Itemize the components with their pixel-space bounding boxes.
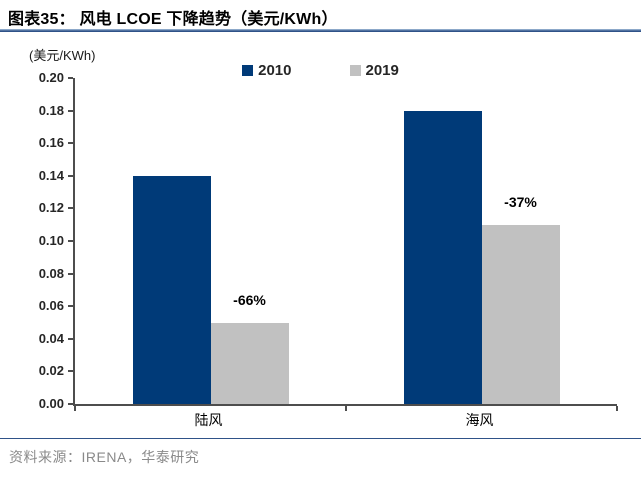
y-axis-tick — [68, 109, 73, 112]
chart-legend: 2010 2019 — [0, 61, 641, 79]
y-axis-tick — [68, 370, 73, 373]
y-axis-tick-label: 0.00 — [38, 396, 64, 411]
x-axis-tick — [74, 406, 76, 411]
x-axis-category-label: 陆风 — [194, 412, 223, 428]
y-axis-unit-label: (美元/KWh) — [29, 48, 96, 63]
y-axis-tick — [68, 305, 73, 308]
change-label-陆风: -66% — [233, 291, 266, 308]
y-axis-tick — [68, 337, 73, 340]
y-axis-tick — [68, 174, 73, 177]
y-axis-tick-label: 0.08 — [38, 265, 64, 281]
legend-label: 2019 — [365, 61, 399, 79]
legend-swatch-2019 — [349, 64, 361, 76]
bar-陆风-2010 — [132, 175, 211, 404]
y-axis-tick-label: 0.14 — [38, 167, 64, 183]
source-text: 资料来源：IRENA，华泰研究 — [9, 449, 200, 465]
title-underline — [0, 29, 641, 32]
x-axis-tick — [345, 406, 347, 411]
y-axis-tick-label: 0.18 — [38, 102, 64, 118]
bar-陆风-2019 — [210, 322, 289, 404]
y-axis-tick — [68, 142, 73, 145]
bar-海风-2019 — [481, 224, 560, 404]
chart-title: 图表35： 风电 LCOE 下降趋势（美元/KWh） — [8, 11, 338, 28]
legend-label: 2010 — [258, 61, 292, 79]
y-axis-tick — [68, 403, 73, 405]
x-axis-category-label: 海风 — [465, 412, 494, 428]
x-axis-tick — [616, 406, 618, 411]
plot-area: 0.00 0.02 0.04 0.06 0.08 0.10 0.12 0.14 0.16 0.18… — [39, 70, 618, 411]
y-axis-tick — [68, 240, 73, 242]
y-axis-tick-label: 0.06 — [38, 298, 64, 314]
bar-海风-2010 — [403, 110, 482, 404]
y-axis-tick-label: 0.20 — [38, 70, 64, 85]
y-axis-tick-label: 0.02 — [38, 363, 64, 379]
y-axis-tick-label: 0.04 — [38, 330, 64, 346]
y-axis-tick-label: 0.16 — [38, 135, 64, 151]
legend-item-2019: 2019 — [349, 61, 399, 79]
footer-divider — [0, 438, 641, 439]
y-axis-tick-label: 0.10 — [38, 233, 64, 248]
legend-item-2010: 2010 — [242, 61, 292, 79]
y-axis-tick-label: 0.12 — [38, 200, 64, 216]
y-axis-tick — [68, 207, 73, 210]
y-axis-tick — [68, 272, 73, 275]
y-axis-tick — [68, 77, 73, 79]
change-label-海风: -37% — [504, 193, 537, 210]
legend-swatch-2010 — [242, 64, 254, 76]
